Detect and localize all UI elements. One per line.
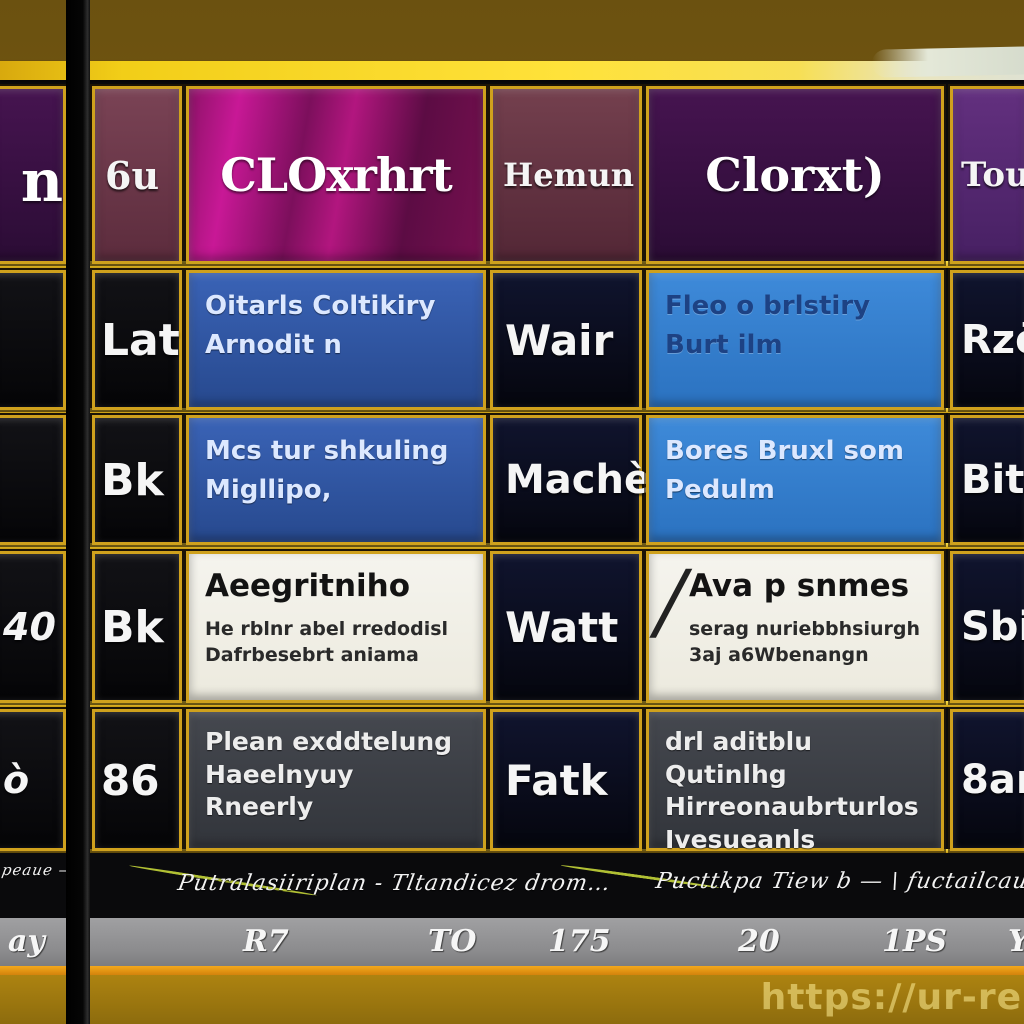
row-label-cell[interactable]: Lat — [92, 270, 182, 410]
scale-tick: ay — [8, 924, 45, 959]
note-far-left: peaue — — [0, 861, 77, 879]
content-cell-r1c2[interactable]: Fleo o brlstiry Burt ilm — [646, 270, 944, 410]
content-cell-r4c2[interactable]: drl aditblu Qutinlhg Hirreonaubrturlos I… — [646, 709, 944, 854]
cell-line: Migllipo, — [205, 475, 332, 505]
cell-line: Fleo o brlstiry — [665, 291, 871, 321]
left-partial-row-2[interactable] — [0, 415, 66, 545]
scale-tick: 20 — [738, 924, 780, 959]
orange-divider-line — [0, 966, 1024, 975]
scale-tick: 175 — [548, 924, 611, 959]
cell-line: 3aj a6Wbenangn — [689, 643, 869, 666]
header-cell-col3-label[interactable]: Tou — [950, 86, 1024, 264]
cell-line: Ivesueanls — [665, 824, 816, 854]
header-cell-col2[interactable]: Clorxt) — [646, 86, 944, 264]
row-separator — [0, 543, 1024, 549]
row-label: Wair — [505, 315, 614, 365]
row-label-cell[interactable]: Machè — [490, 415, 651, 545]
header-cell-col1[interactable]: CLOxrhrt — [186, 86, 486, 264]
cell-line: Oitarls Coltikiry — [205, 291, 436, 321]
scale-tick: 1PS — [882, 924, 948, 959]
cell-line: Rneerly — [205, 792, 314, 821]
row-label: Fatk — [505, 755, 608, 805]
scale-tick: R7 — [243, 924, 289, 959]
row-label: 86 — [101, 755, 160, 805]
row-label-cell[interactable]: 8ar — [950, 709, 1024, 851]
cell-line: Burt ilm — [665, 330, 783, 360]
cell-line: drl aditblu Qutinlhg — [665, 727, 813, 789]
vertical-divider-bar — [66, 0, 90, 1024]
content-cell-r2c2[interactable]: Bores Bruxl som Pedulm — [646, 415, 944, 545]
row-label-cell[interactable]: Rzö — [950, 270, 1024, 410]
row-separator — [0, 701, 1024, 707]
header-title: CLOxrhrt — [220, 148, 453, 202]
note-left: Putralasiiriplan - Tltandicez drom… — [175, 871, 614, 896]
cell-line: Pedulm — [665, 475, 775, 505]
top-yellow-strip — [0, 61, 1024, 80]
row-label: Sbi — [961, 604, 1024, 650]
cell-line: Bores Bruxl som — [665, 436, 904, 466]
cell-title: Aeegritniho — [205, 568, 411, 604]
row-label-cell[interactable]: Bk — [92, 415, 182, 545]
header-cell-col1-label[interactable]: 6u — [92, 86, 182, 264]
cell-line: Dafrbesebrt aniama — [205, 643, 419, 666]
cell-line: He rblnr abel rredodisl — [205, 618, 449, 641]
row-label: 8ar — [961, 757, 1024, 803]
row-label-cell[interactable]: Bit — [950, 415, 1024, 545]
row-label: ò — [3, 758, 30, 802]
row-label: Watt — [505, 602, 619, 652]
watermark-url: https://ur-re — [760, 977, 1022, 1018]
slash-mark: / — [646, 552, 696, 650]
row-label-cell[interactable]: Fatk — [490, 709, 642, 851]
header-title: Clorxt) — [705, 148, 885, 202]
header-label: Tou — [961, 155, 1024, 195]
note-right: Pucttkpa Tiew b — \ fuctailcautrs ar… — [653, 869, 1024, 894]
content-cell-r3c2[interactable]: / Ava p snmes serag nuriebbhsiurgh 3aj a… — [646, 551, 944, 703]
row-separator — [0, 408, 1024, 413]
header-label: 6u — [105, 152, 160, 198]
row-label: Bk — [101, 601, 164, 653]
cell-title: Ava p snmes — [689, 568, 910, 604]
row-label: Bit — [961, 457, 1024, 503]
cell-line: Mcs tur shkuling — [205, 436, 449, 466]
row-label: Bk — [101, 454, 164, 506]
content-cell-r4c1[interactable]: Plean exddtelung Haeelnyuy Rneerly — [186, 709, 486, 851]
row-label-cell[interactable]: Bk — [92, 551, 182, 703]
row-label-cell[interactable]: 86 — [92, 709, 182, 851]
notes-strip: peaue — Putralasiiriplan - Tltandicez dr… — [0, 853, 1024, 918]
content-cell-r2c1[interactable]: Mcs tur shkuling Migllipo, — [186, 415, 486, 545]
header-cell-col2-label[interactable]: Hemun — [490, 86, 642, 264]
content-cell-r3c1[interactable]: Aeegritniho He rblnr abel rredodisl Dafr… — [186, 551, 486, 703]
row-label-cell[interactable]: Wair — [490, 270, 642, 410]
header-cell-left-partial[interactable]: n — [0, 86, 66, 264]
scale-tick: TO — [428, 924, 477, 959]
row-label-cell[interactable]: Watt — [490, 551, 642, 703]
cell-line: Haeelnyuy — [205, 759, 354, 789]
left-partial-row-3[interactable]: 40 — [0, 551, 66, 703]
row-label: Lat — [101, 314, 180, 366]
cell-line: Arnodit n — [205, 330, 342, 360]
cell-line: serag nuriebbhsiurgh — [689, 618, 920, 641]
header-label: Hemun — [503, 156, 634, 194]
row-label: Rzö — [961, 317, 1024, 363]
scale-bar[interactable]: ay R7 TO 175 20 1PS Y — [0, 918, 1024, 966]
row-label: Machè — [505, 457, 652, 503]
header-label: n — [20, 147, 63, 215]
left-partial-row-4[interactable]: ò — [0, 709, 66, 851]
row-separator — [0, 849, 1024, 853]
scale-tick: Y — [1008, 924, 1024, 959]
cell-line: Hirreonaubrturlos — [665, 792, 919, 821]
row-label: 40 — [3, 605, 56, 649]
pale-highlight-band — [871, 46, 1024, 78]
cell-line: Plean exddtelung — [205, 727, 453, 756]
content-cell-r1c1[interactable]: Oitarls Coltikiry Arnodit n — [186, 270, 486, 410]
row-separator — [0, 261, 1024, 268]
left-partial-row-1[interactable] — [0, 270, 66, 410]
row-label-cell[interactable]: Sbi — [950, 551, 1024, 703]
bottom-gold-band: https://ur-re — [0, 975, 1024, 1024]
